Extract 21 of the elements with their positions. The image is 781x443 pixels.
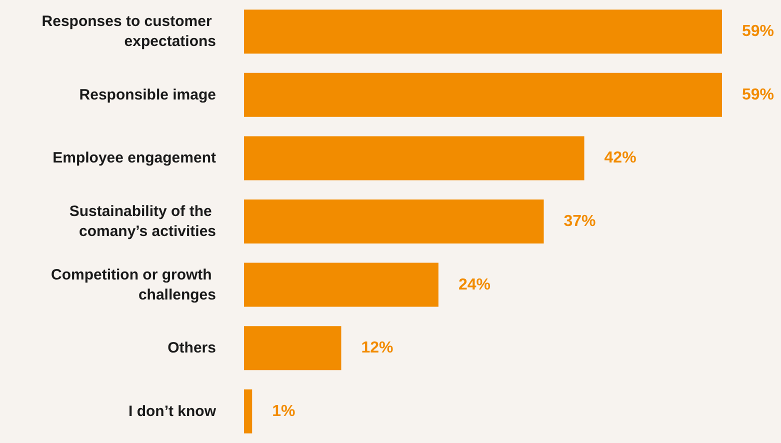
bar [244,136,584,180]
y-tick-label: Employee engagement [52,150,216,167]
y-tick-label: Responsible image [79,86,216,104]
y-tick-label: Others [168,340,216,357]
bar [244,389,252,434]
data-label: 59% [742,23,774,40]
data-label: 42% [604,150,636,167]
y-tick-label: Sustainability of the comany’s activities [69,203,216,240]
bar [244,326,342,370]
y-tick-label: Competition or growth challenges [51,266,216,304]
bar [244,262,438,307]
data-label: 1% [272,402,296,420]
bar [244,200,544,244]
data-label: 24% [458,276,490,294]
bar [244,10,722,54]
y-tick-label: I don’t know [128,402,216,420]
y-tick-label: Responses to customer expectations [42,13,216,50]
bar [244,72,722,117]
data-label: 12% [361,340,394,357]
data-label: 59% [742,86,774,104]
data-label: 37% [564,213,596,230]
